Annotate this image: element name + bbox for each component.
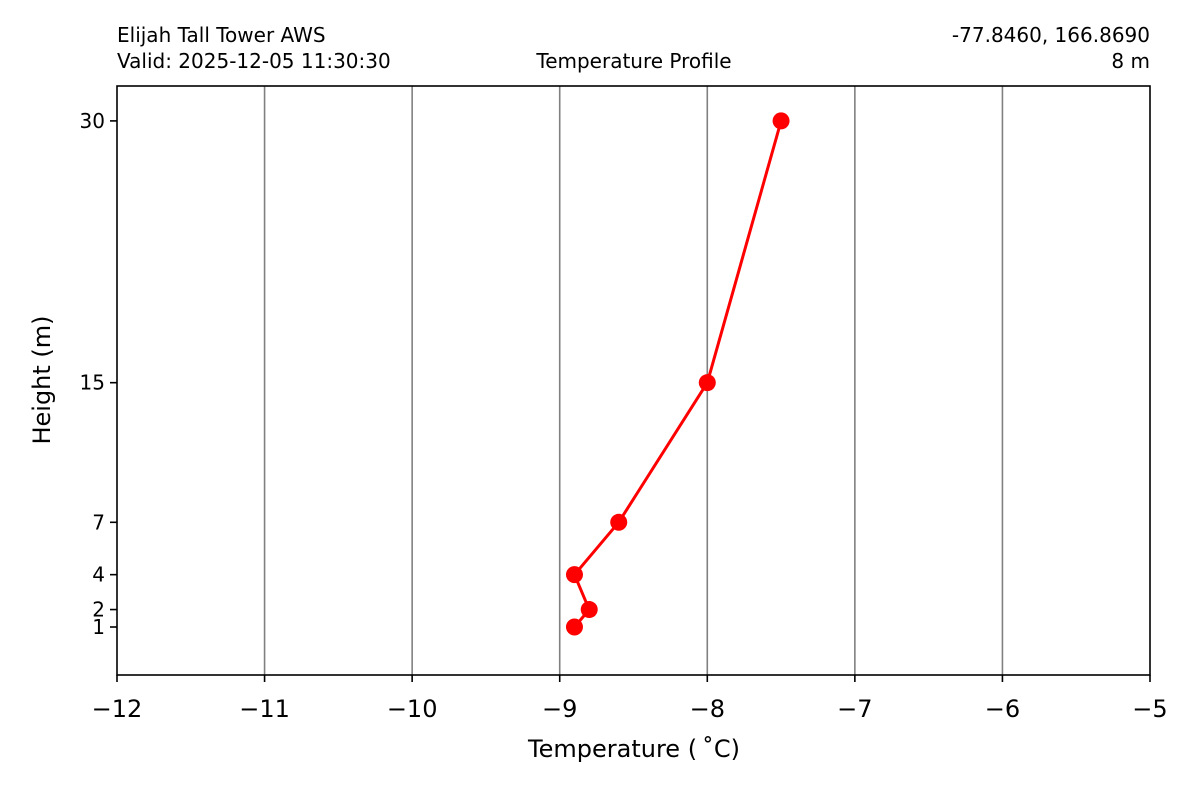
x-tick-label: −12 xyxy=(92,695,143,723)
station-elevation: 8 m xyxy=(1111,49,1150,73)
chart-title: Temperature Profile xyxy=(535,49,731,73)
profile-data-point xyxy=(698,374,716,392)
valid-time: Valid: 2025-12-05 11:30:30 xyxy=(117,49,391,73)
x-tick-label: −11 xyxy=(239,695,290,723)
x-tick-label: −6 xyxy=(985,695,1020,723)
y-tick-label: 30 xyxy=(80,109,105,133)
y-axis-label: Height (m) xyxy=(28,315,56,444)
profile-data-point xyxy=(610,513,628,531)
y-tick-label: 4 xyxy=(92,563,105,587)
profile-data-point xyxy=(565,566,583,584)
y-tick-label: 15 xyxy=(80,371,105,395)
x-tick-label: −7 xyxy=(837,695,872,723)
series-layer xyxy=(565,112,790,636)
axes-layer: −12 −11 −10 −9 −8 −7 −6 −5 12 4 7 15 30 xyxy=(80,109,1168,723)
station-name: Elijah Tall Tower AWS xyxy=(117,23,326,47)
profile-data-point xyxy=(565,618,583,636)
profile-data-point xyxy=(580,601,598,619)
y-tick-label: 2 xyxy=(92,598,105,622)
y-tick-label: 7 xyxy=(92,510,105,534)
y-tick-label: 1 xyxy=(92,615,105,639)
x-axis-label: Temperature ( ˚C) xyxy=(527,735,740,763)
x-tick-label: −10 xyxy=(387,695,438,723)
profile-data-point xyxy=(772,112,790,130)
temperature-profile-line xyxy=(573,120,783,628)
x-tick-label: −5 xyxy=(1132,695,1167,723)
grid-layer xyxy=(263,86,1004,675)
x-tick-label: −8 xyxy=(690,695,725,723)
plot-frame xyxy=(116,85,1151,676)
station-coordinates: -77.8460, 166.8690 xyxy=(952,23,1150,47)
x-tick-label: −9 xyxy=(542,695,577,723)
